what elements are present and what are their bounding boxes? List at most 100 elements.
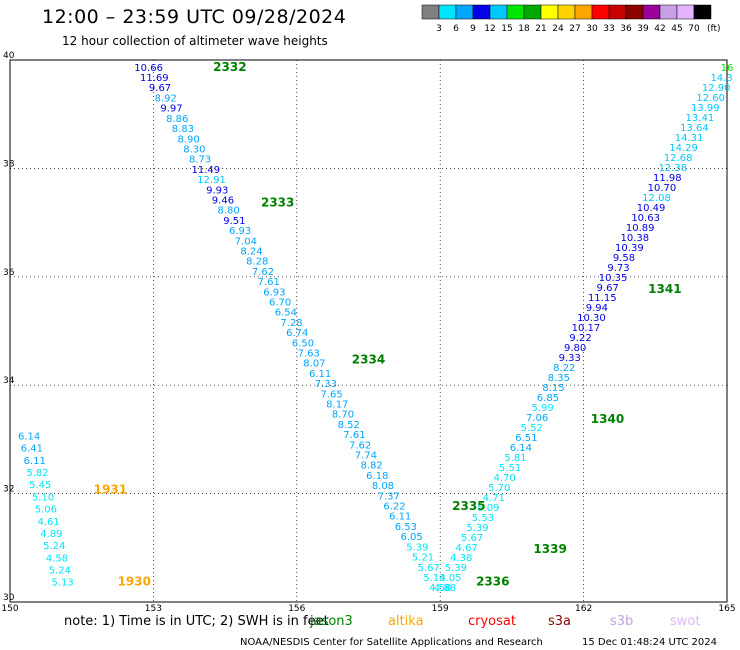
wave-height-label: 5.24 [49,566,71,577]
wave-height-label: 12.60 [696,93,725,104]
wave-height-label: 13.41 [686,113,715,124]
chart-title: 12:00 – 23:59 UTC 09/28/2024 [42,6,347,28]
legend-source-altika: altika [388,614,424,629]
colorbar-swatch [625,4,644,20]
wave-height-label: 9.94 [586,303,608,314]
wave-height-label: 7.63 [298,349,320,360]
wave-height-label: 7.04 [235,236,257,247]
wave-height-label: 8.30 [183,144,205,155]
pass-time-label: 2334 [352,353,385,367]
colorbar-swatch [642,4,661,20]
wave-height-label: 7.62 [349,440,371,451]
colorbar-label: 6 [453,24,459,34]
wave-height-label: 4.88 [434,583,456,594]
legend-note: note: 1) Time is in UTC; 2) SWH is in fe… [64,614,329,629]
y-tick-label: 30 [3,593,15,603]
wave-height-label: 4.67 [456,543,478,554]
wave-height-label: 6.50 [292,338,314,349]
wave-height-label: 5.06 [35,505,57,516]
wave-height-label: 6.74 [286,328,308,339]
wave-height-label: 7.74 [355,451,377,462]
wave-height-label: 4.89 [40,529,62,540]
wave-height-label: 12.91 [197,175,226,186]
legend-source-s3b: s3b [610,614,633,629]
wave-height-label: 5.45 [29,480,51,491]
colorbar-swatch [693,4,712,20]
wave-height-label: 11.49 [191,165,220,176]
wave-height-label: 7.37 [378,491,400,502]
wave-height-label: 9.22 [569,333,591,344]
wave-height-label: 8.52 [338,420,360,431]
colorbar-label: 18 [518,24,530,34]
wave-height-label: 9.46 [212,195,234,206]
pass-time-label: 1930 [118,575,151,589]
pass-time-label: 1339 [533,542,566,556]
wave-height-label: 11.15 [588,293,617,304]
wave-height-label: 9.73 [607,263,629,274]
wave-height-label: 12.08 [642,193,671,204]
grid-lines [10,60,727,602]
wave-height-label: 5.52 [521,423,543,434]
colorbar-label: 3 [436,24,442,34]
colorbar-swatch [659,4,678,20]
colorbar-label: 21 [535,24,546,34]
x-tick-label: 156 [288,604,305,614]
wave-height-label: 8.08 [372,481,394,492]
wave-height-label: 9.67 [149,83,171,94]
colorbar-swatch [421,4,440,20]
wave-height-label: 9.67 [597,283,619,294]
pass-time-labels: 1930 1931 2332 2333 2334 2335 2336 1339 1340 1341 [94,60,682,589]
plot-frame [9,59,728,603]
wave-height-label: 7.65 [320,389,342,400]
x-tick-label: 153 [145,604,162,614]
wave-height-label: 6.54 [275,308,297,319]
colorbar-label: 24 [552,24,564,34]
wave-height-label: 6.70 [269,297,291,308]
colorbar-swatch [608,4,627,20]
y-tick-label: 38 [3,159,15,169]
wave-height-label: 5.67 [461,533,483,544]
wave-height-label: 14.29 [669,143,698,154]
wave-height-label: 8.24 [240,246,262,257]
timestamp-text: 15 Dec 01:48:24 UTC 2024 [582,637,717,648]
wave-height-label: 5.13 [423,573,445,584]
wave-height-label: 13.64 [680,123,709,134]
colorbar-swatch [472,4,491,20]
wave-height-label: 6.11 [309,369,331,380]
wave-height-label: 5.39 [466,523,488,534]
pass-time-label: 2336 [476,575,509,589]
wave-height-label: 10.49 [637,203,666,214]
wave-height-label: 9.51 [223,216,245,227]
color-scale-bar: 3 6 9 12 15 18 21 24 27 30 33 36 39 42 45 70 (ft) [421,4,721,34]
wave-height-label: 6.11 [24,456,46,467]
wave-height-label: 7.62 [252,267,274,278]
wave-height-label: 9.80 [564,343,586,354]
wave-height-label: 8.70 [332,410,354,421]
wave-height-label: 7.61 [258,277,280,288]
wave-height-label: 4.58 [429,583,451,594]
wave-height-label: 6.93 [263,287,285,298]
wave-height-label: 8.15 [542,383,564,394]
wave-height-label: 6.14 [510,443,532,454]
wave-height-label: 4.05 [439,573,461,584]
wave-height-label: 6.93 [229,226,251,237]
colorbar-label: 27 [569,24,580,34]
wave-height-label: 5.09 [477,503,499,514]
wave-height-label: 8.86 [166,114,188,125]
legend-source-s3a: s3a [548,614,571,629]
pass-time-label: 2335 [452,499,485,513]
wave-height-label: 14.3 [710,73,732,84]
wave-height-label: 8.28 [246,257,268,268]
wave-height-label: 6.14 [18,431,40,442]
colorbar-unit: (ft) [707,24,721,34]
wave-height-label: 5.81 [504,453,526,464]
wave-height-label: 8.07 [303,359,325,370]
colorbar-swatch [574,4,593,20]
colorbar-label: 36 [620,24,632,34]
wave-height-label: 6.41 [21,444,43,455]
wave-height-label: 6.51 [515,433,537,444]
wave-height-tracks: 6.146.416.115.825.455.105.064.614.895.24… [18,63,733,594]
wave-height-label: 8.82 [360,461,382,472]
wave-height-label: 12.68 [664,153,693,164]
x-tick-label: 159 [432,604,449,614]
